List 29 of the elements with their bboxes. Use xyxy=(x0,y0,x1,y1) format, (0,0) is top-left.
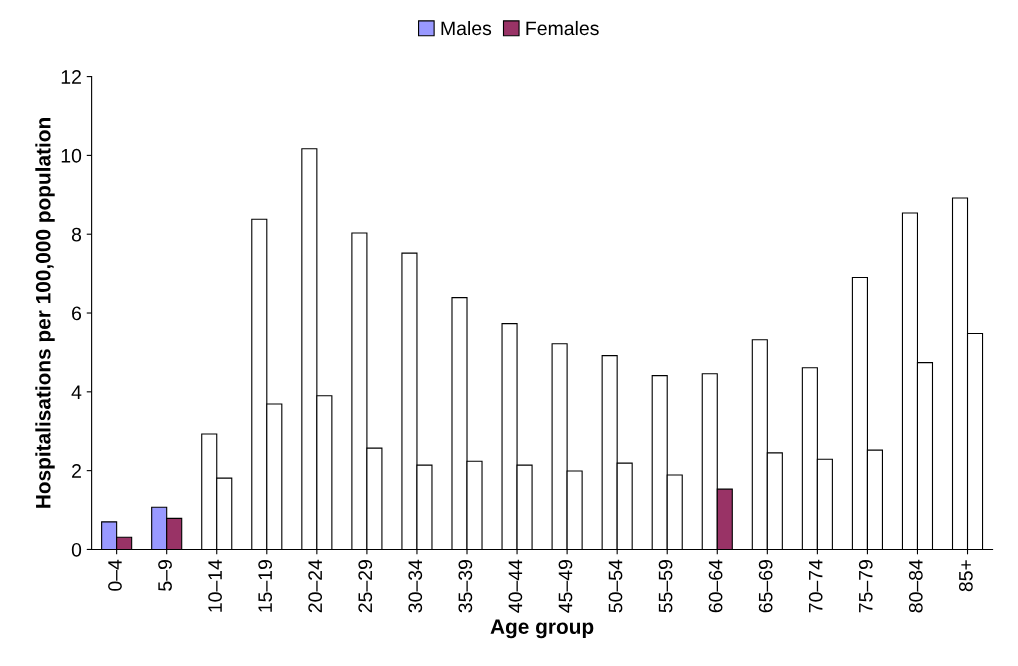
y-tick-label: 4 xyxy=(71,385,82,399)
x-tick-label: 40–44 xyxy=(508,559,523,613)
y-tick-label: 8 xyxy=(71,227,82,242)
x-axis-title: Age group xyxy=(490,619,594,639)
y-axis-title: Hospitalisations per 100,000 population xyxy=(35,118,55,508)
y-tick-label: 0 xyxy=(71,542,82,557)
y-tick-label: 10 xyxy=(61,148,82,163)
x-tick-label: 35–39 xyxy=(458,560,473,613)
x-tick-label: 75–79 xyxy=(858,560,873,613)
x-tick-label: 30–34 xyxy=(408,559,423,613)
x-tick-label: 65–69 xyxy=(758,560,773,613)
x-tick-label: 15–19 xyxy=(258,560,273,612)
x-tick-label: 70–74 xyxy=(808,559,823,613)
y-tick-label: 2 xyxy=(72,464,81,478)
x-tick-label: 60–64 xyxy=(708,559,723,613)
y-tick-label: 6 xyxy=(72,306,82,321)
x-tick-label: 25–29 xyxy=(358,560,373,613)
x-tick-label: 45–49 xyxy=(558,560,573,613)
x-tick-label: 80–84 xyxy=(908,559,923,613)
y-tick-label: 12 xyxy=(61,70,81,84)
legend-label: Males xyxy=(441,20,492,36)
x-tick-label: 10–14 xyxy=(208,559,222,612)
x-tick-label: 55–59 xyxy=(658,560,673,613)
x-tick-label: 50–54 xyxy=(608,559,623,613)
x-tick-label: 20–24 xyxy=(308,559,323,613)
x-tick-label: 5–9 xyxy=(158,560,172,591)
x-tick-label: 85+ xyxy=(958,560,973,592)
legend-label: Females xyxy=(526,20,599,36)
x-tick-label: 0–4 xyxy=(108,559,122,591)
